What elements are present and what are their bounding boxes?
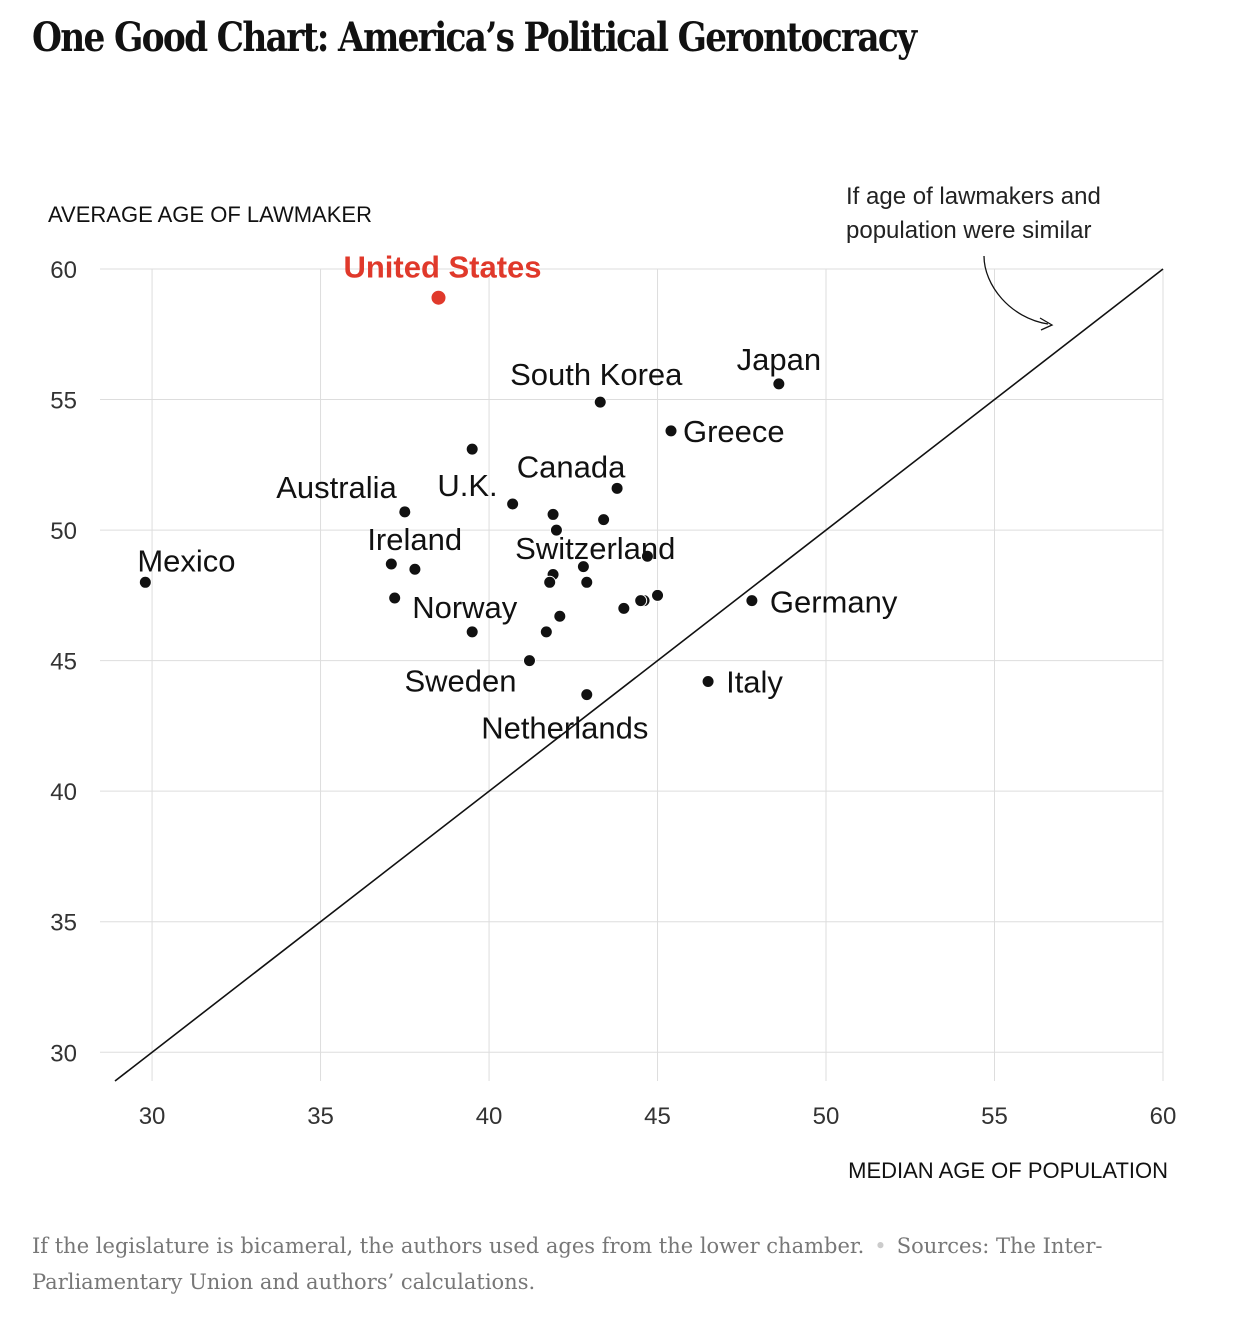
x-tick-label: 45 bbox=[644, 1103, 671, 1130]
label-u-k: U.K. bbox=[437, 468, 497, 503]
footnote-sources: Sources: The Inter-Parliamentary Union a… bbox=[32, 1234, 1103, 1294]
y-tick-label: 40 bbox=[50, 779, 77, 806]
data-points bbox=[138, 289, 786, 702]
label-germany: Germany bbox=[770, 585, 898, 620]
label-united-states: United States bbox=[343, 250, 541, 285]
label-switzerland: Switzerland bbox=[515, 531, 675, 566]
reference-line-annotation: population were similar bbox=[846, 217, 1091, 244]
point-unlabeled bbox=[539, 625, 553, 639]
point-labels: United States South Korea Japan Greece Canad… bbox=[137, 250, 898, 746]
point-greece bbox=[664, 424, 678, 438]
label-greece: Greece bbox=[683, 414, 785, 449]
label-norway: Norway bbox=[412, 590, 518, 625]
label-south-korea: South Korea bbox=[510, 357, 683, 392]
label-italy: Italy bbox=[726, 665, 783, 700]
reference-line-annotation: If age of lawmakers and bbox=[846, 183, 1101, 210]
y-tick-label: 35 bbox=[50, 910, 77, 937]
point-unlabeled bbox=[617, 601, 631, 615]
point-mexico bbox=[138, 575, 152, 589]
point-u-k bbox=[506, 497, 520, 511]
point-unlabeled bbox=[465, 442, 479, 456]
label-australia: Australia bbox=[276, 470, 397, 505]
point-south-korea bbox=[593, 395, 607, 409]
point-united-states bbox=[430, 289, 447, 306]
page-title: One Good Chart: America’s Political Gero… bbox=[32, 14, 917, 61]
point-unlabeled bbox=[634, 594, 648, 608]
label-sweden: Sweden bbox=[404, 664, 516, 699]
point-japan bbox=[772, 377, 786, 391]
x-tick-label: 60 bbox=[1150, 1103, 1177, 1130]
y-tick-label: 55 bbox=[50, 388, 77, 415]
point-unlabeled bbox=[408, 562, 422, 576]
x-tick-label: 40 bbox=[476, 1103, 503, 1130]
y-axis-title: AVERAGE AGE OF LAWMAKER bbox=[48, 202, 372, 227]
point-unlabeled bbox=[651, 588, 665, 602]
point-unlabeled bbox=[388, 591, 402, 605]
footnote-separator: • bbox=[874, 1234, 887, 1258]
reference-line-group: If age of lawmakers and population were s… bbox=[114, 183, 1164, 1082]
point-canada bbox=[610, 481, 624, 495]
x-tick-label: 50 bbox=[813, 1103, 840, 1130]
reference-line bbox=[114, 268, 1164, 1082]
point-unlabeled bbox=[597, 513, 611, 527]
point-ireland bbox=[384, 557, 398, 571]
label-mexico: Mexico bbox=[137, 543, 235, 578]
point-switzerland bbox=[640, 549, 654, 563]
point-italy bbox=[701, 675, 715, 689]
point-germany bbox=[745, 594, 759, 608]
y-tick-label: 60 bbox=[50, 257, 77, 284]
point-unlabeled bbox=[580, 575, 594, 589]
point-netherlands bbox=[580, 688, 594, 702]
point-norway bbox=[465, 625, 479, 639]
scatter-chart: If age of lawmakers and population were s… bbox=[48, 183, 1176, 1183]
x-tick-label: 30 bbox=[139, 1103, 166, 1130]
x-tick-label: 35 bbox=[307, 1103, 334, 1130]
point-unlabeled bbox=[553, 609, 567, 623]
y-tick-label: 45 bbox=[50, 649, 77, 676]
footnote-note: If the legislature is bicameral, the aut… bbox=[32, 1234, 865, 1258]
annotation-arrow bbox=[983, 255, 1049, 325]
point-unlabeled bbox=[549, 523, 563, 537]
point-unlabeled bbox=[576, 560, 590, 574]
x-axis-title: MEDIAN AGE OF POPULATION bbox=[848, 1158, 1168, 1183]
label-netherlands: Netherlands bbox=[481, 711, 648, 746]
point-unlabeled bbox=[546, 507, 560, 521]
gridlines bbox=[100, 268, 1164, 1081]
y-tick-label: 30 bbox=[50, 1040, 77, 1067]
axis-ticks: 30 35 40 45 50 55 60 30 35 40 45 50 55 60 bbox=[50, 257, 1176, 1130]
point-sweden bbox=[522, 654, 536, 668]
label-canada: Canada bbox=[517, 449, 626, 484]
x-tick-label: 55 bbox=[981, 1103, 1008, 1130]
point-australia bbox=[398, 505, 412, 519]
y-tick-label: 50 bbox=[50, 518, 77, 545]
chart-footnote: If the legislature is bicameral, the aut… bbox=[32, 1228, 1232, 1300]
label-ireland: Ireland bbox=[367, 522, 462, 557]
label-japan: Japan bbox=[737, 342, 821, 377]
annotation-arrowhead bbox=[1039, 317, 1054, 331]
point-unlabeled bbox=[543, 575, 557, 589]
